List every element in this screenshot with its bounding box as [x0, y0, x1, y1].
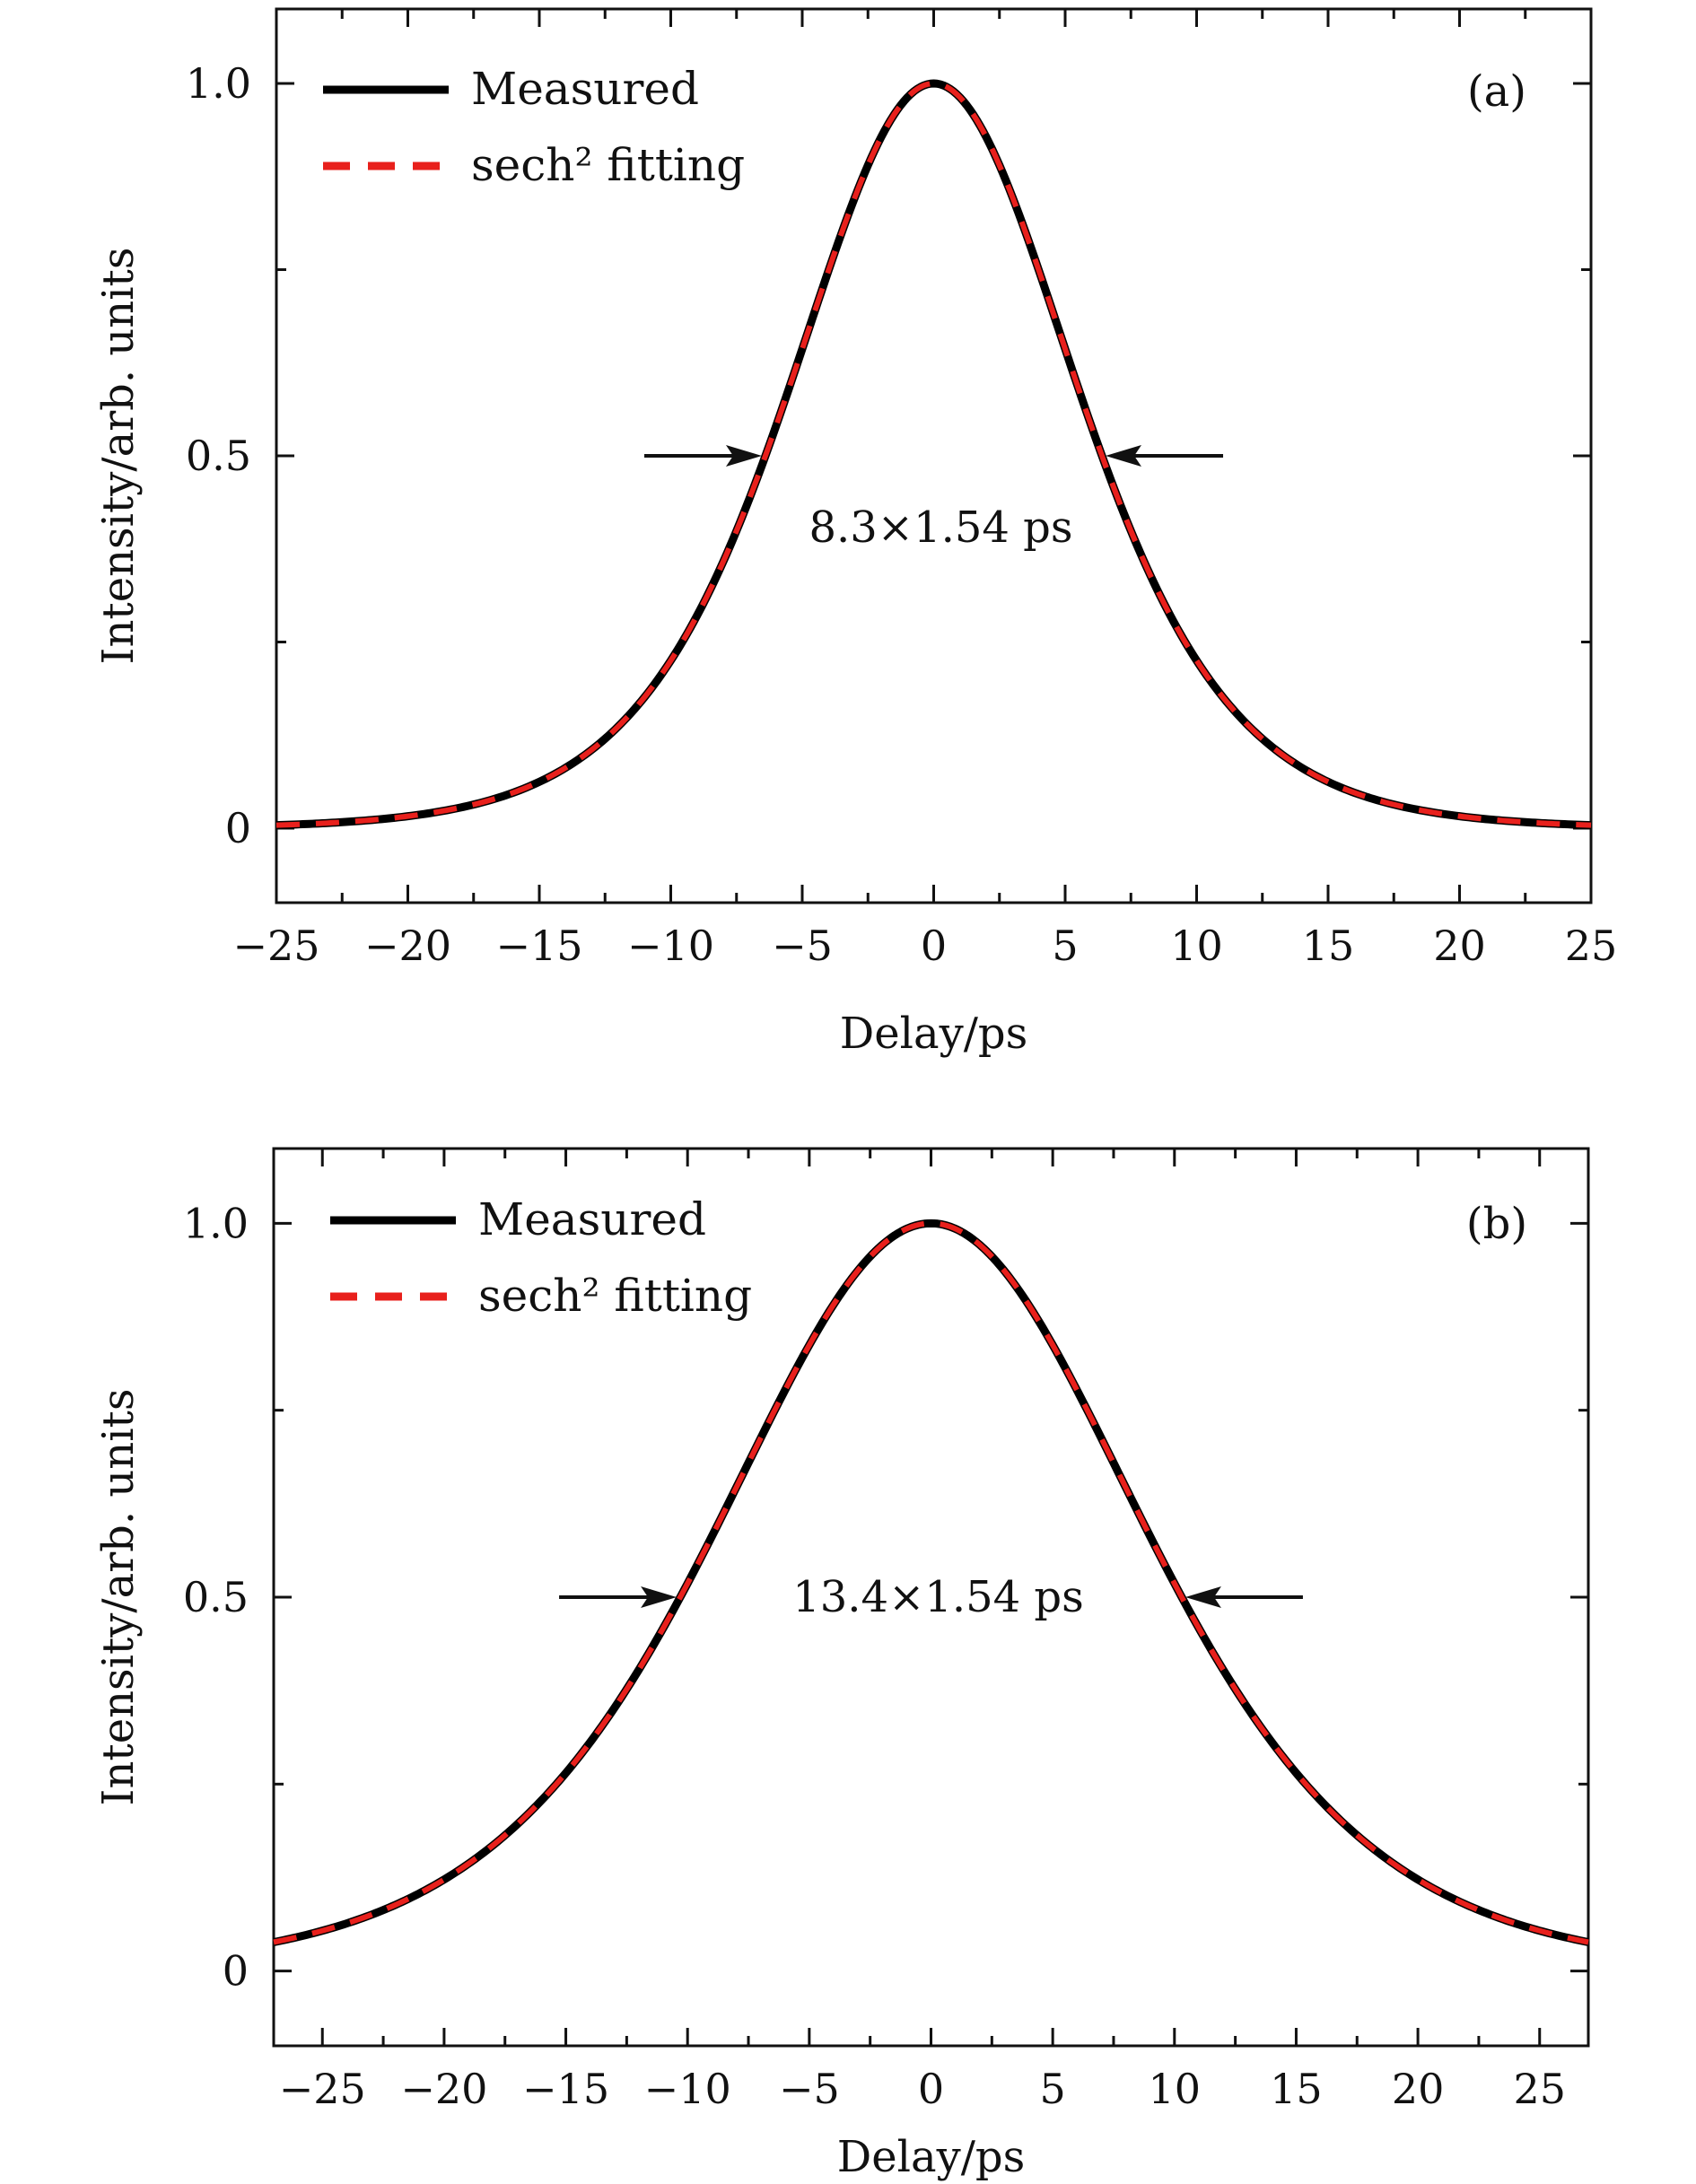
fwhm-arrow-left-head	[641, 1586, 678, 1608]
series-fit-line	[273, 1220, 1589, 1945]
y-tick-label: 0	[223, 1947, 249, 1996]
x-tick-label: −15	[522, 2065, 609, 2113]
x-tick-label: −20	[364, 922, 451, 970]
panel-label: (b)	[1466, 1199, 1527, 1249]
fwhm-arrow-right-head	[1106, 445, 1142, 467]
x-tick-label: 5	[1052, 922, 1078, 970]
y-axis-label: Intensity/arb. units	[93, 1389, 144, 1806]
x-tick-label: −5	[772, 922, 833, 970]
x-tick-label: −15	[495, 922, 582, 970]
y-tick-label: 1.0	[186, 59, 251, 108]
x-tick-label: 10	[1149, 2065, 1202, 2113]
x-tick-label: −25	[232, 922, 319, 970]
x-tick-label: −10	[644, 2065, 731, 2113]
x-tick-label: 15	[1302, 922, 1355, 970]
x-tick-label: 5	[1040, 2065, 1066, 2113]
legend-label-measured: Measured	[478, 1193, 706, 1245]
x-axis-label: Delay/ps	[837, 2132, 1026, 2182]
x-tick-label: −10	[627, 922, 714, 970]
panel-a: −25 −20 −15 −10 −5 0 5 10 15 20 25 0 0.5 1.0 Delay/ps I…	[93, 7, 1618, 1059]
panel-b: −25 −20 −15 −10 −5 0 5 10 15 20 25 0 0.5 1.0 Delay/ps I…	[93, 1147, 1590, 2182]
fwhm-arrow-left-head	[725, 445, 762, 467]
x-axis-label: Delay/ps	[840, 1009, 1028, 1059]
x-tick-label: 0	[921, 922, 947, 970]
x-tick-label: 20	[1392, 2065, 1445, 2113]
x-tick-label: 20	[1433, 922, 1486, 970]
x-tick-label: −5	[779, 2065, 840, 2113]
fwhm-annotation: 13.4×1.54 ps	[792, 1572, 1084, 1622]
y-tick-label: 0.5	[183, 1573, 249, 1621]
y-tick-label: 0	[225, 804, 251, 852]
legend-label-fit: sech² fitting	[471, 139, 745, 191]
x-tick-label: 15	[1270, 2065, 1323, 2113]
y-tick-label: 0.5	[186, 432, 251, 480]
x-tick-label: 0	[918, 2065, 944, 2113]
y-axis-label: Intensity/arb. units	[93, 248, 144, 665]
x-tick-label: −25	[279, 2065, 366, 2113]
legend-label-measured: Measured	[471, 63, 699, 115]
fwhm-arrow-right-head	[1185, 1586, 1221, 1608]
x-tick-label: 10	[1170, 922, 1223, 970]
x-tick-label: 25	[1513, 2065, 1566, 2113]
y-tick-label: 1.0	[183, 1199, 249, 1247]
fwhm-annotation: 8.3×1.54 ps	[809, 502, 1072, 553]
series-measured-line	[275, 79, 1592, 830]
x-tick-label: −20	[400, 2065, 487, 2113]
x-tick-label: 25	[1565, 922, 1618, 970]
legend-label-fit: sech² fitting	[478, 1270, 752, 1322]
panel-label: (a)	[1467, 66, 1526, 117]
